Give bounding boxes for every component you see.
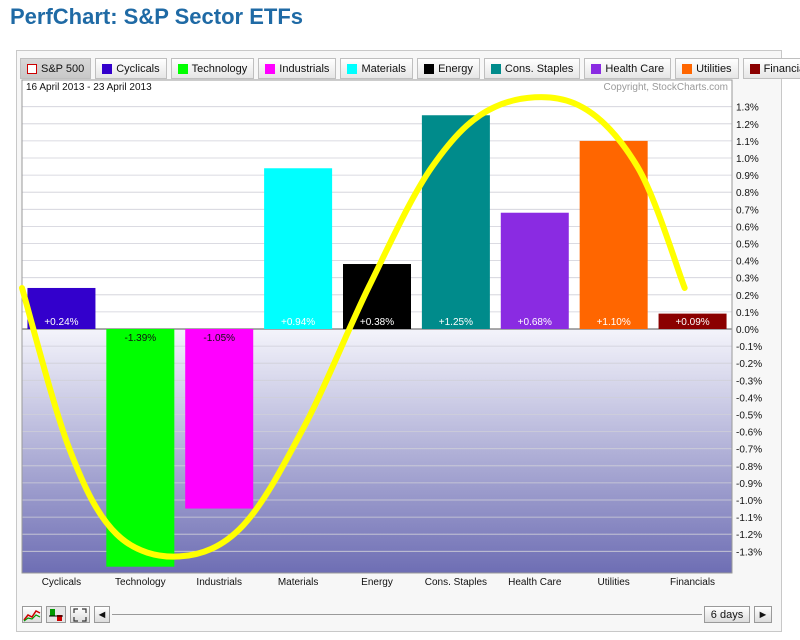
legend-label: Industrials — [279, 62, 330, 75]
y-tick-label: -0.6% — [736, 428, 762, 439]
y-tick-label: 0.1% — [736, 308, 759, 319]
legend-swatch — [347, 63, 358, 74]
legend-label: Cyclicals — [116, 62, 160, 75]
y-tick-label: -1.2% — [736, 530, 762, 541]
line-chart-icon[interactable] — [22, 606, 42, 623]
legend-label: Technology — [191, 62, 248, 75]
legend-item-technology[interactable]: Technology — [170, 58, 255, 79]
y-tick-label: -0.8% — [736, 462, 762, 473]
legend-swatch — [749, 63, 760, 74]
bar-value-label: +0.94% — [281, 317, 315, 328]
y-tick-label: -0.4% — [736, 393, 762, 404]
y-tick-label: 1.3% — [736, 103, 759, 114]
legend-item-s-p-500[interactable]: S&P 500 — [20, 58, 92, 79]
y-tick-label: 0.6% — [736, 222, 759, 233]
y-tick-label: -0.1% — [736, 342, 762, 353]
annotation-curve — [19, 94, 688, 560]
y-tick-label: 0.5% — [736, 240, 759, 251]
bar-materials — [264, 168, 333, 329]
bar-value-label: +0.68% — [518, 317, 552, 328]
x-category-label: Cons. Staples — [425, 577, 487, 588]
x-category-label: Industrials — [196, 577, 242, 588]
y-tick-label: 0.3% — [736, 274, 759, 285]
y-tick-label: 0.0% — [736, 325, 759, 336]
y-tick-label: 0.2% — [736, 291, 759, 302]
bar-cyclicals — [27, 287, 96, 329]
y-tick-label: -0.5% — [736, 411, 762, 422]
bar-value-label: +0.38% — [360, 317, 394, 328]
bar-value-label: +1.10% — [597, 317, 631, 328]
y-tick-label: -1.0% — [736, 496, 762, 507]
bar-utilities — [579, 140, 648, 329]
legend-item-utilities[interactable]: Utilities — [675, 58, 739, 79]
y-tick-label: -0.2% — [736, 359, 762, 370]
scroll-track[interactable] — [112, 614, 702, 615]
legend-item-cons-staples[interactable]: Cons. Staples — [483, 58, 581, 79]
legend: S&P 500 Cyclicals Technology Industrials Mat… — [20, 58, 800, 79]
y-tick-label: 0.4% — [736, 257, 759, 268]
y-tick-label: 1.1% — [736, 137, 759, 148]
y-tick-label: 0.7% — [736, 205, 759, 216]
x-category-label: Financials — [670, 577, 715, 588]
y-tick-label: -1.1% — [736, 513, 762, 524]
y-tick-label: -0.9% — [736, 479, 762, 490]
y-tick-label: 1.0% — [736, 154, 759, 165]
x-category-label: Cyclicals — [42, 577, 81, 588]
legend-swatch — [177, 63, 188, 74]
legend-label: Energy — [438, 62, 473, 75]
x-category-label: Materials — [278, 577, 319, 588]
legend-item-industrials[interactable]: Industrials — [258, 58, 337, 79]
legend-swatch — [424, 63, 435, 74]
legend-label: Cons. Staples — [504, 62, 574, 75]
fullscreen-icon[interactable] — [70, 606, 90, 623]
y-tick-label: -1.3% — [736, 547, 762, 558]
y-tick-label: 0.9% — [736, 171, 759, 182]
plot-border — [21, 79, 733, 574]
legend-item-materials[interactable]: Materials — [340, 58, 414, 79]
x-category-label: Utilities — [598, 577, 630, 588]
x-category-label: Technology — [115, 577, 166, 588]
bar-health-care — [500, 212, 569, 329]
legend-item-energy[interactable]: Energy — [417, 58, 480, 79]
legend-swatch — [490, 63, 501, 74]
y-tick-label: -0.7% — [736, 445, 762, 456]
legend-swatch — [682, 63, 693, 74]
bar-cons-staples — [421, 115, 490, 329]
legend-item-health-care[interactable]: Health Care — [584, 58, 672, 79]
legend-label: Health Care — [605, 62, 665, 75]
legend-swatch — [265, 63, 276, 74]
legend-label: Materials — [361, 62, 407, 75]
legend-label: S&P 500 — [41, 62, 85, 75]
y-tick-label: 0.8% — [736, 188, 759, 199]
bar-technology — [106, 329, 175, 567]
bar-value-label: -1.39% — [124, 333, 156, 344]
legend-item-financials[interactable]: Financials — [742, 58, 800, 79]
bar-value-label: -1.05% — [203, 333, 235, 344]
x-category-label: Health Care — [508, 577, 562, 588]
bar-value-label: +0.09% — [675, 317, 709, 328]
period-button[interactable]: 6 days — [704, 606, 750, 623]
legend-swatch — [27, 63, 37, 74]
legend-label: Utilities — [696, 62, 732, 75]
page-title: PerfChart: S&P Sector ETFs — [10, 4, 304, 29]
bar-industrials — [185, 329, 254, 509]
bar-chart-icon[interactable] — [46, 606, 66, 623]
bar-value-label: +1.25% — [439, 317, 473, 328]
bar-value-label: +0.24% — [44, 317, 78, 328]
legend-swatch — [591, 63, 602, 74]
date-range-label: 16 April 2013 - 23 April 2013 — [26, 82, 152, 93]
y-tick-label: -0.3% — [736, 376, 762, 387]
scroll-right-button[interactable]: ► — [754, 606, 772, 623]
legend-label: Financials — [763, 62, 800, 75]
copyright-label: Copyright, StockCharts.com — [604, 82, 729, 93]
legend-swatch — [102, 63, 113, 74]
bar-financials — [658, 313, 727, 329]
legend-item-cyclicals[interactable]: Cyclicals — [95, 58, 167, 79]
y-tick-label: 1.2% — [736, 120, 759, 131]
scroll-left-button[interactable]: ◄ — [94, 606, 110, 623]
x-category-label: Energy — [361, 577, 393, 588]
